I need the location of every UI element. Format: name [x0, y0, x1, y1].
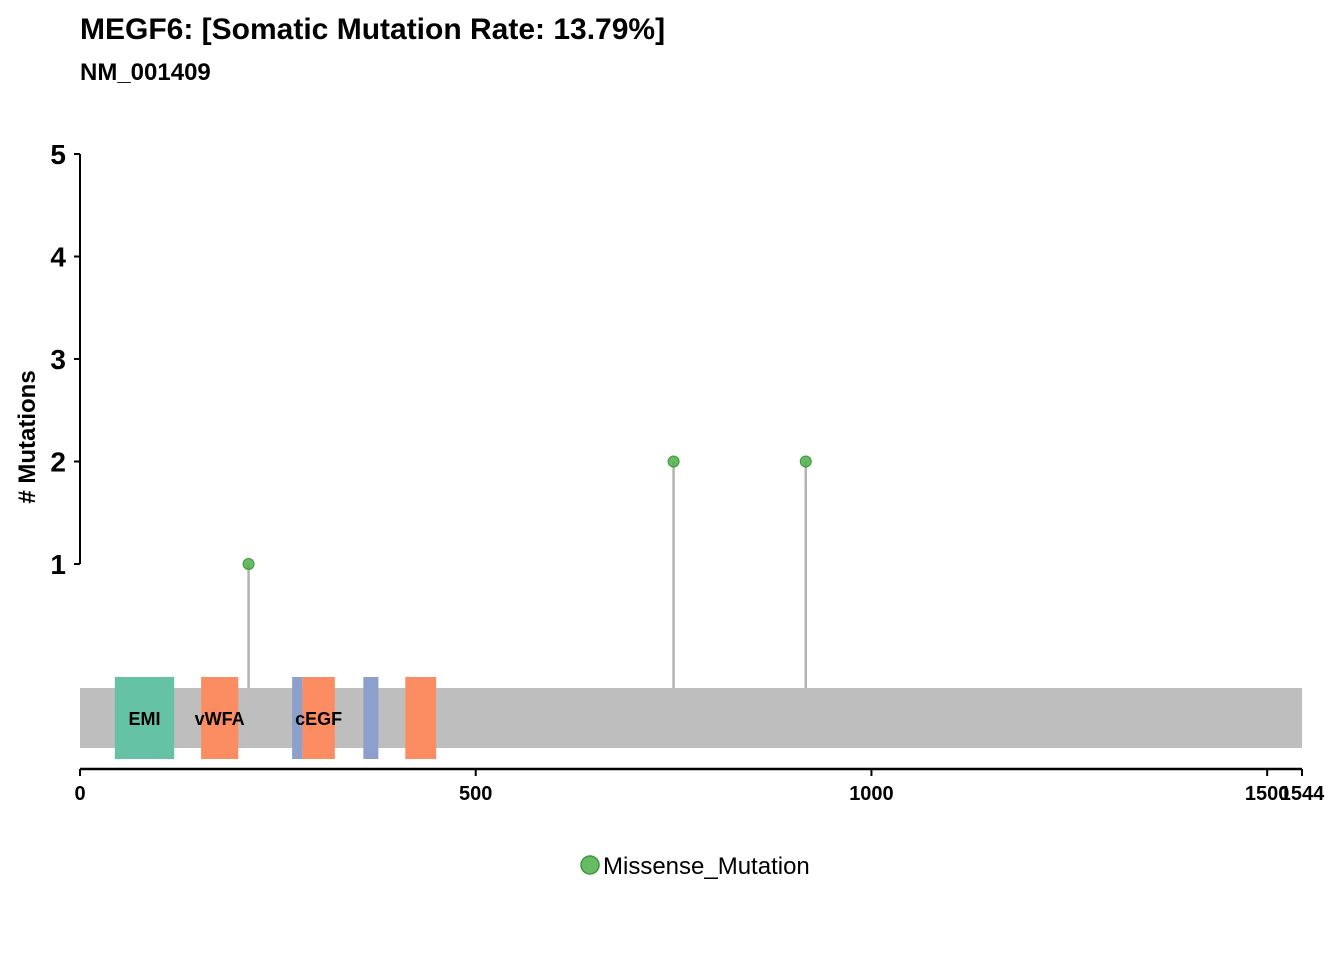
y-tick-label: 1	[50, 549, 66, 580]
x-tick-label: 1544	[1280, 783, 1325, 805]
protein-backbone-layer	[80, 688, 1302, 748]
domain-box	[302, 677, 335, 759]
domain-box	[363, 677, 379, 759]
y-axis-label: # Mutations	[14, 370, 41, 503]
y-axis: 1 2 3 4 5	[50, 139, 81, 580]
mutation-points	[242, 455, 812, 570]
domain-box	[201, 677, 239, 759]
protein-backbone	[80, 688, 1302, 748]
mutation-point	[242, 558, 255, 570]
chart-title: MEGF6: [Somatic Mutation Rate: 13.79%]	[80, 13, 665, 46]
y-tick-label: 3	[50, 344, 66, 375]
domain-box	[405, 677, 437, 759]
mutation-point	[799, 455, 812, 468]
domain-label: vWFA	[195, 709, 245, 729]
x-tick-label: 500	[459, 783, 492, 805]
y-tick-label: 4	[50, 242, 66, 273]
legend: Missense_Mutation	[580, 853, 810, 880]
y-tick-label: 2	[50, 447, 66, 478]
mutation-point	[667, 455, 680, 468]
domain-label: EMI	[128, 709, 160, 729]
domain-label: cEGF	[295, 709, 342, 729]
legend-marker	[580, 855, 600, 875]
legend-label: Missense_Mutation	[603, 853, 810, 880]
x-tick-label: 0	[74, 783, 85, 805]
mutation-stems	[247, 461, 808, 688]
protein-domains: EMI vWFA cEGF	[114, 677, 437, 759]
y-tick-label: 5	[50, 139, 66, 170]
x-tick-label: 1000	[849, 783, 894, 805]
domain-box	[114, 677, 175, 759]
domain-box	[292, 677, 303, 759]
chart-subtitle: NM_001409	[80, 59, 211, 86]
x-tick-label: 1500	[1245, 783, 1290, 805]
